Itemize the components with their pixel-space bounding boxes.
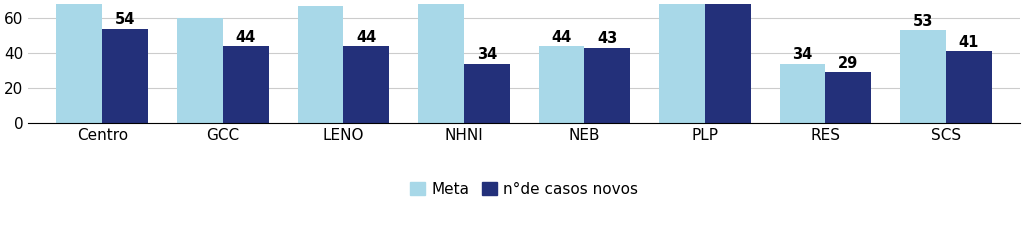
Text: 29: 29 [839, 56, 858, 71]
Bar [177, 18, 223, 123]
Legend: Meta, n°de casos novos: Meta, n°de casos novos [404, 176, 644, 203]
Bar [825, 72, 871, 123]
Text: 54: 54 [115, 12, 135, 27]
Bar [56, 0, 102, 123]
Bar [900, 30, 946, 123]
Bar [418, 4, 464, 123]
Bar [539, 46, 585, 123]
Text: 44: 44 [356, 30, 377, 45]
Text: 44: 44 [236, 30, 256, 45]
Bar [659, 0, 705, 123]
Text: 43: 43 [597, 31, 617, 46]
Bar [343, 46, 389, 123]
Bar [298, 6, 343, 123]
Text: 44: 44 [551, 30, 571, 45]
Bar [102, 29, 148, 123]
Bar [946, 51, 992, 123]
Bar [223, 46, 268, 123]
Text: 53: 53 [912, 14, 933, 29]
Bar [705, 0, 751, 123]
Bar [464, 64, 510, 123]
Bar [779, 64, 825, 123]
Bar [585, 48, 630, 123]
Text: 34: 34 [476, 47, 497, 62]
Text: 41: 41 [958, 35, 979, 50]
Text: 34: 34 [793, 47, 813, 62]
